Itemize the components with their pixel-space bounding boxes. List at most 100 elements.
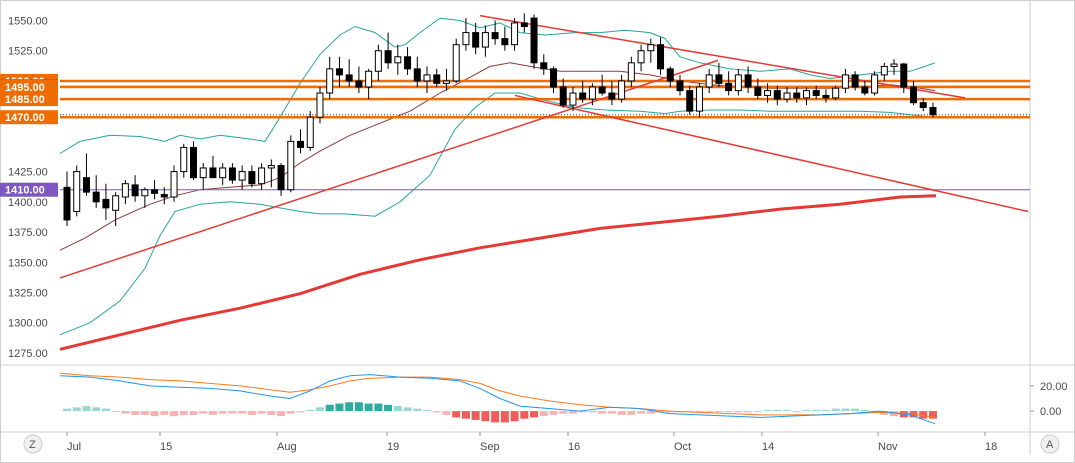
histogram-bar-45 bbox=[500, 411, 509, 423]
histogram-bar-36 bbox=[413, 408, 422, 412]
zoom-button[interactable] bbox=[23, 434, 43, 454]
candle-body bbox=[657, 44, 665, 70]
histogram-bar-43 bbox=[481, 411, 490, 422]
candle-28 bbox=[335, 56, 343, 87]
candle-40 bbox=[452, 38, 460, 84]
candle-body bbox=[764, 90, 772, 96]
candle-56 bbox=[608, 80, 616, 106]
histogram-bar-42 bbox=[471, 411, 480, 420]
histogram-bar-76 bbox=[802, 409, 811, 412]
histogram-bar-24 bbox=[296, 411, 305, 413]
candle-85 bbox=[890, 59, 898, 75]
candle-body bbox=[160, 194, 168, 198]
candle-17 bbox=[228, 163, 236, 184]
y-tick-1: 1525.00 bbox=[8, 46, 48, 58]
candle-13 bbox=[189, 141, 197, 181]
candle-30 bbox=[355, 66, 363, 94]
histogram-bar-14 bbox=[199, 411, 208, 414]
candle-89 bbox=[929, 102, 937, 118]
candle-6 bbox=[121, 180, 129, 205]
histogram-bar-46 bbox=[510, 411, 519, 422]
histogram-bar-22 bbox=[277, 411, 286, 417]
histogram-bar-55 bbox=[598, 411, 607, 414]
x-tick-4: Sep bbox=[480, 441, 500, 453]
candle-49 bbox=[540, 54, 548, 75]
candle-body bbox=[151, 189, 159, 194]
candle-body bbox=[209, 167, 217, 179]
candle-4 bbox=[102, 183, 110, 220]
candle-81 bbox=[851, 71, 859, 91]
candle-76 bbox=[802, 86, 810, 106]
candle-body bbox=[462, 32, 470, 46]
histogram-bar-11 bbox=[170, 411, 179, 417]
y-tick-9: 1400.00 bbox=[8, 197, 48, 209]
histogram-bar-50 bbox=[549, 411, 558, 415]
candle-body bbox=[277, 165, 285, 191]
candle-body bbox=[929, 107, 937, 116]
candle-body bbox=[112, 195, 120, 211]
candle-25 bbox=[306, 111, 314, 152]
candle-body bbox=[676, 80, 684, 92]
histogram-bar-85 bbox=[890, 411, 899, 417]
histogram-bar-0 bbox=[63, 408, 71, 412]
candle-45 bbox=[501, 26, 509, 51]
histogram-bar-52 bbox=[568, 411, 577, 414]
candle-66 bbox=[705, 68, 713, 94]
zoom-button-label: Z bbox=[29, 439, 36, 451]
candle-body bbox=[783, 92, 791, 100]
candle-body bbox=[744, 74, 752, 88]
candle-body bbox=[861, 86, 869, 94]
candle-body bbox=[423, 74, 431, 82]
candle-87 bbox=[910, 80, 918, 106]
candle-body bbox=[102, 198, 110, 209]
histogram-bar-53 bbox=[578, 411, 587, 413]
candle-body bbox=[900, 63, 908, 88]
histogram-bar-18 bbox=[238, 411, 247, 414]
histogram-bar-25 bbox=[306, 409, 315, 412]
trendline-0 bbox=[59, 59, 719, 279]
histogram-bar-67 bbox=[714, 411, 723, 413]
auto-scale-button[interactable] bbox=[1040, 434, 1060, 454]
histogram-bar-34 bbox=[393, 406, 402, 412]
y-tick-10: 1375.00 bbox=[8, 227, 48, 239]
candle-53 bbox=[579, 80, 587, 103]
candle-body bbox=[841, 74, 849, 89]
candle-body bbox=[73, 171, 81, 212]
candle-body bbox=[598, 86, 606, 94]
level-badge-6 bbox=[0, 110, 58, 125]
candle-65 bbox=[695, 83, 703, 118]
histogram-bar-39 bbox=[442, 411, 451, 415]
histogram-bar-21 bbox=[267, 411, 276, 415]
candle-12 bbox=[180, 143, 188, 178]
candle-body bbox=[919, 102, 927, 109]
histogram-bar-75 bbox=[792, 411, 801, 413]
histogram-bar-13 bbox=[189, 411, 198, 415]
level-badge-4 bbox=[0, 79, 58, 94]
histogram-bar-59 bbox=[637, 411, 646, 414]
histogram-bar-9 bbox=[150, 411, 159, 417]
candle-body bbox=[131, 184, 139, 197]
y-tick-11: 1350.00 bbox=[8, 257, 48, 269]
candle-86 bbox=[900, 62, 908, 94]
histogram-bar-31 bbox=[364, 403, 373, 412]
candle-1 bbox=[73, 165, 81, 217]
candle-60 bbox=[647, 38, 655, 63]
histogram-bar-33 bbox=[384, 404, 393, 412]
candle-body bbox=[754, 86, 762, 96]
candle-38 bbox=[433, 68, 441, 87]
y-tick-14: 1275.00 bbox=[8, 348, 48, 360]
candle-body bbox=[822, 94, 830, 99]
histogram-bar-82 bbox=[860, 409, 869, 412]
candle-14 bbox=[199, 163, 207, 190]
histogram-bar-37 bbox=[423, 409, 432, 412]
candle-body bbox=[394, 56, 402, 64]
candle-20 bbox=[258, 163, 266, 190]
candle-83 bbox=[871, 71, 879, 96]
candle-31 bbox=[365, 68, 373, 100]
candle-body bbox=[666, 68, 674, 82]
candle-body bbox=[559, 86, 567, 106]
x-tick-6: Oct bbox=[674, 441, 691, 453]
